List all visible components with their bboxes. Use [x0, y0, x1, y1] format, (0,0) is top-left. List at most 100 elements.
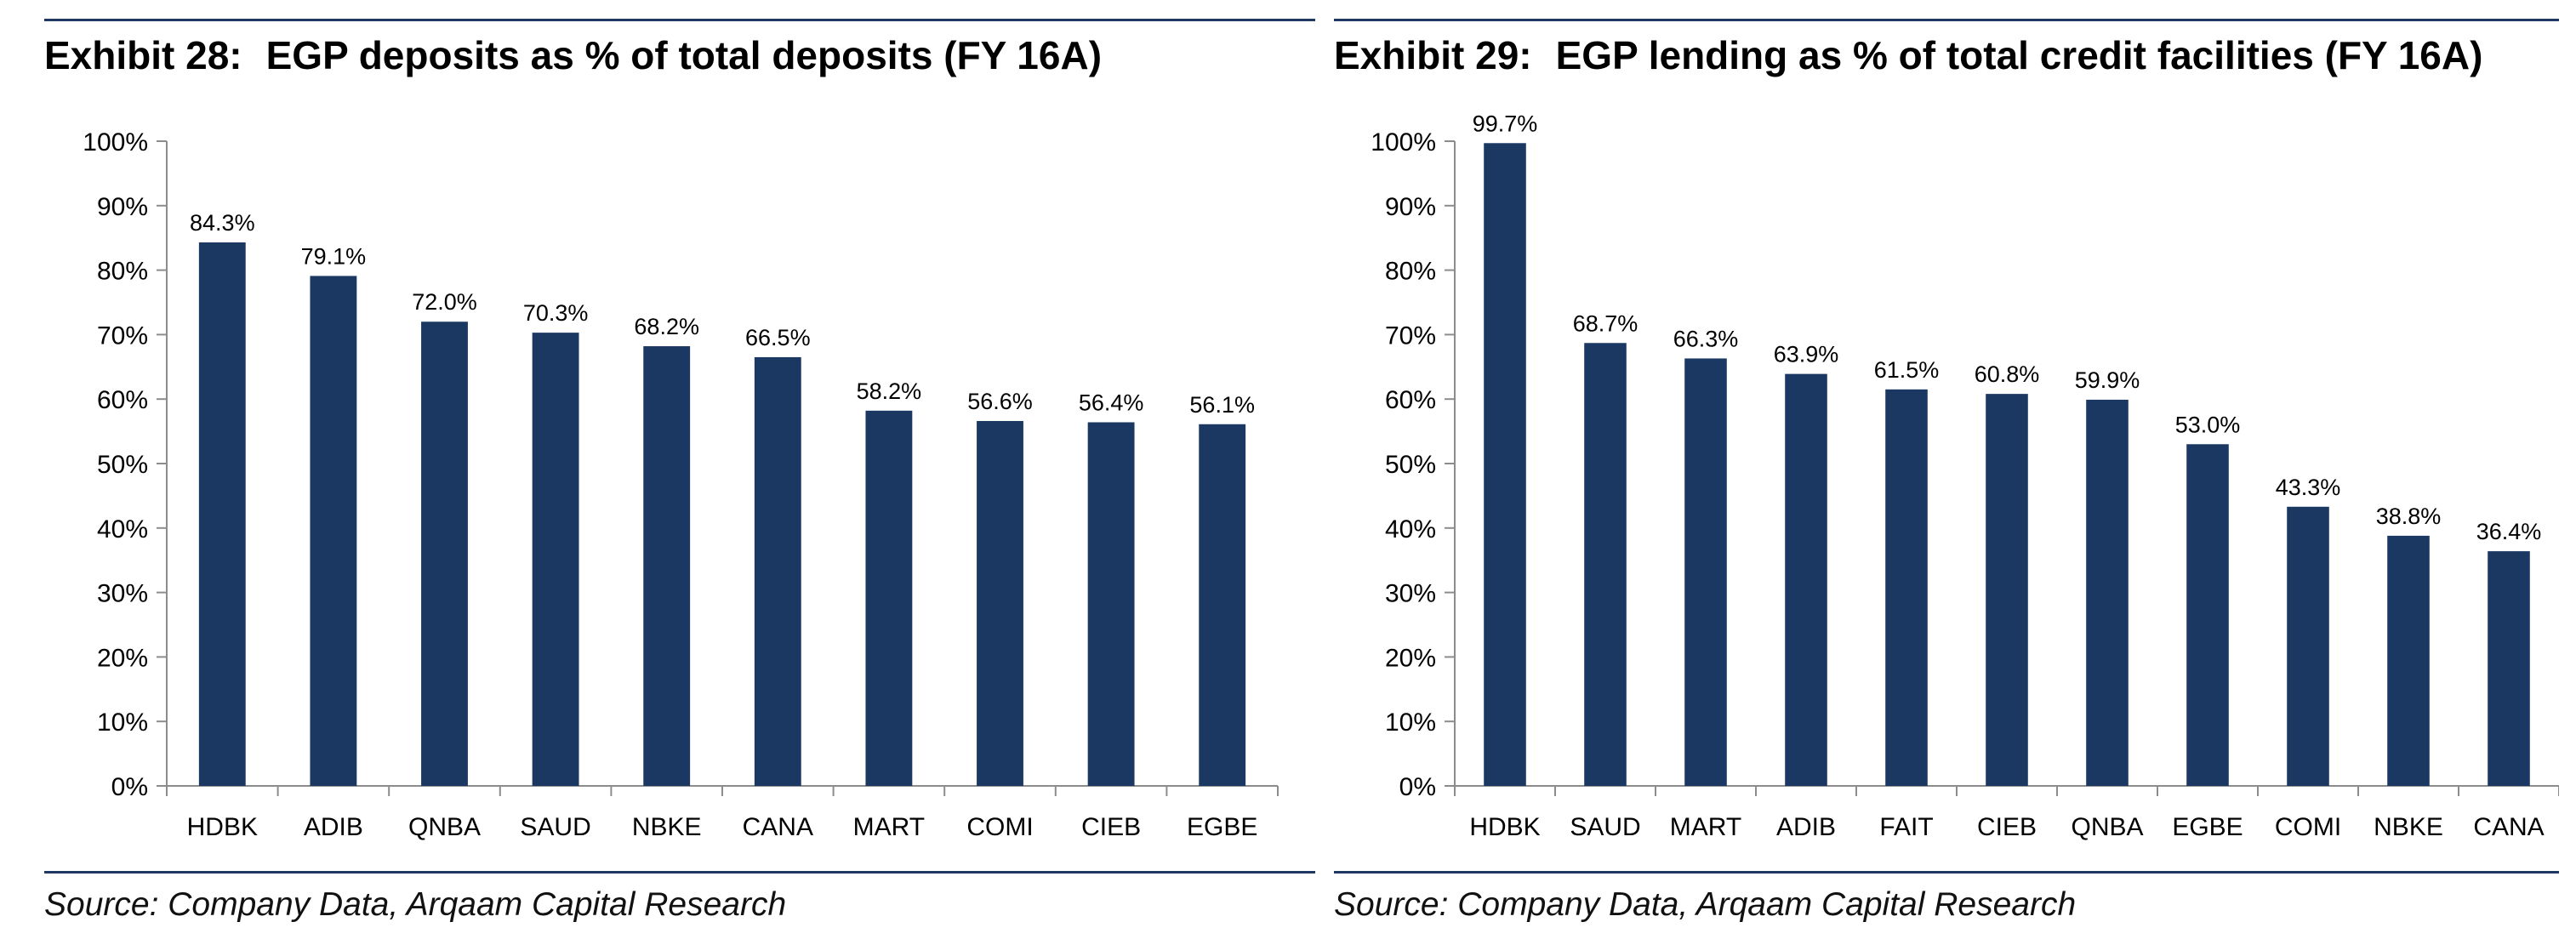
y-tick-label: 0% [111, 773, 148, 801]
exhibit-29-panel: Exhibit 29: EGP lending as % of total cre… [1334, 0, 2559, 939]
top-rule [44, 19, 1315, 21]
data-label: 56.6% [967, 389, 1033, 414]
y-tick-label: 60% [97, 386, 148, 414]
data-label: 84.3% [190, 210, 255, 236]
bar-comi [2287, 506, 2329, 786]
data-label: 58.2% [857, 378, 922, 404]
y-tick-label: 0% [1399, 773, 1436, 801]
y-tick-label: 20% [97, 644, 148, 672]
x-tick-label: MART [853, 813, 925, 841]
x-tick-label: COMI [966, 813, 1033, 841]
bar-saud [532, 333, 579, 787]
data-label: 68.2% [634, 314, 699, 339]
data-label: 60.8% [1975, 361, 2040, 387]
exhibit-number: Exhibit 28: [44, 33, 242, 77]
y-tick-label: 80% [97, 258, 148, 286]
bar-chart: 0% 10% 20% 30% 40% 50% 60% 70% 80% 90% 100% 99.7% HD… [1371, 111, 2559, 841]
data-label: 66.3% [1673, 326, 1739, 351]
y-tick-label: 10% [97, 709, 148, 737]
bar-qnba [2086, 399, 2129, 786]
bar-adib [1785, 373, 1827, 786]
y-tick-label: 10% [1385, 709, 1436, 737]
x-tick-label: ADIB [1776, 813, 1836, 841]
source-note: Source: Company Data, Arqaam Capital Res… [1334, 886, 2077, 923]
data-label: 99.7% [1473, 111, 1538, 136]
x-tick-label: QNBA [2071, 813, 2143, 841]
data-label: 43.3% [2276, 475, 2341, 500]
bar-qnba [421, 322, 468, 786]
exhibit-title-text: EGP lending as % of total credit facilit… [1555, 33, 2483, 77]
y-tick-label: 60% [1385, 386, 1436, 414]
y-tick-label: 40% [97, 515, 148, 543]
bar-mart [865, 410, 913, 786]
y-tick-label: 90% [1385, 193, 1436, 221]
y-tick-label: 30% [97, 580, 148, 608]
x-tick-label: NBKE [2374, 813, 2443, 841]
exhibit-title: Exhibit 28: EGP deposits as % of total de… [44, 29, 1102, 82]
x-tick-label: SAUD [1570, 813, 1640, 841]
y-tick-label: 50% [97, 451, 148, 479]
bar-cieb [1986, 394, 2028, 786]
data-label: 53.0% [2175, 412, 2241, 437]
x-tick-label: QNBA [408, 813, 481, 841]
exhibit-28-panel: Exhibit 28: EGP deposits as % of total de… [44, 0, 1315, 939]
data-label: 79.1% [301, 243, 367, 269]
x-tick-label: COMI [2275, 813, 2341, 841]
bar-saud [1584, 343, 1627, 786]
bar-egbe [2186, 444, 2229, 786]
x-tick-label: HDBK [1469, 813, 1540, 841]
y-tick-label: 50% [1385, 451, 1436, 479]
bar-hdbk [198, 242, 246, 786]
bottom-rule [1334, 871, 2559, 874]
exhibit-title-text: EGP deposits as % of total deposits (FY … [265, 33, 1103, 77]
bar-hdbk [1484, 143, 1526, 787]
x-tick-label: HDBK [187, 813, 258, 841]
bottom-rule [44, 871, 1315, 874]
bar-comi [977, 420, 1023, 786]
x-tick-label: SAUD [520, 813, 590, 841]
x-tick-label: CANA [2473, 813, 2544, 841]
top-rule [1334, 19, 2559, 21]
data-label: 63.9% [1774, 342, 1839, 367]
bar-fait [1885, 389, 1928, 786]
data-label: 38.8% [2376, 504, 2442, 529]
bar-egbe [1199, 424, 1246, 786]
x-tick-label: CIEB [1081, 813, 1141, 841]
y-tick-label: 90% [97, 193, 148, 221]
data-label: 72.0% [412, 289, 477, 315]
data-label: 61.5% [1874, 357, 1940, 383]
data-label: 36.4% [2476, 519, 2542, 544]
y-tick-label: 70% [1385, 322, 1436, 350]
x-tick-label: EGBE [2172, 813, 2243, 841]
x-tick-label: FAIT [1879, 813, 1933, 841]
bar-cieb [1087, 422, 1135, 786]
x-tick-label: EGBE [1187, 813, 1257, 841]
data-label: 56.1% [1189, 392, 1255, 418]
data-label: 70.3% [523, 300, 589, 326]
data-label: 56.4% [1079, 390, 1144, 415]
bar-cana [754, 356, 801, 786]
x-tick-label: CIEB [1977, 813, 2037, 841]
y-tick-label: 70% [97, 322, 148, 350]
data-label: 59.9% [2075, 367, 2140, 393]
bar-adib [310, 276, 357, 786]
bar-cana [2488, 551, 2530, 786]
x-tick-label: ADIB [304, 813, 363, 841]
y-tick-label: 30% [1385, 580, 1436, 608]
y-tick-label: 20% [1385, 644, 1436, 672]
source-note: Source: Company Data, Arqaam Capital Res… [44, 886, 787, 923]
y-tick-label: 100% [1371, 128, 1436, 156]
y-tick-label: 80% [1385, 258, 1436, 286]
exhibit-number: Exhibit 29: [1334, 33, 1532, 77]
y-tick-label: 40% [1385, 515, 1436, 543]
x-tick-label: CANA [743, 813, 813, 841]
y-tick-label: 100% [83, 128, 148, 156]
x-tick-label: MART [1670, 813, 1741, 841]
x-tick-label: NBKE [632, 813, 702, 841]
bar-nbke [2387, 535, 2430, 786]
bar-nbke [643, 346, 691, 786]
bar-chart: 0% 10% 20% 30% 40% 50% 60% 70% 80% 90% 100% 84.3% HD… [83, 128, 1279, 841]
exhibit-title: Exhibit 29: EGP lending as % of total cre… [1334, 29, 2482, 82]
bar-mart [1684, 358, 1727, 786]
data-label: 68.7% [1573, 310, 1638, 336]
